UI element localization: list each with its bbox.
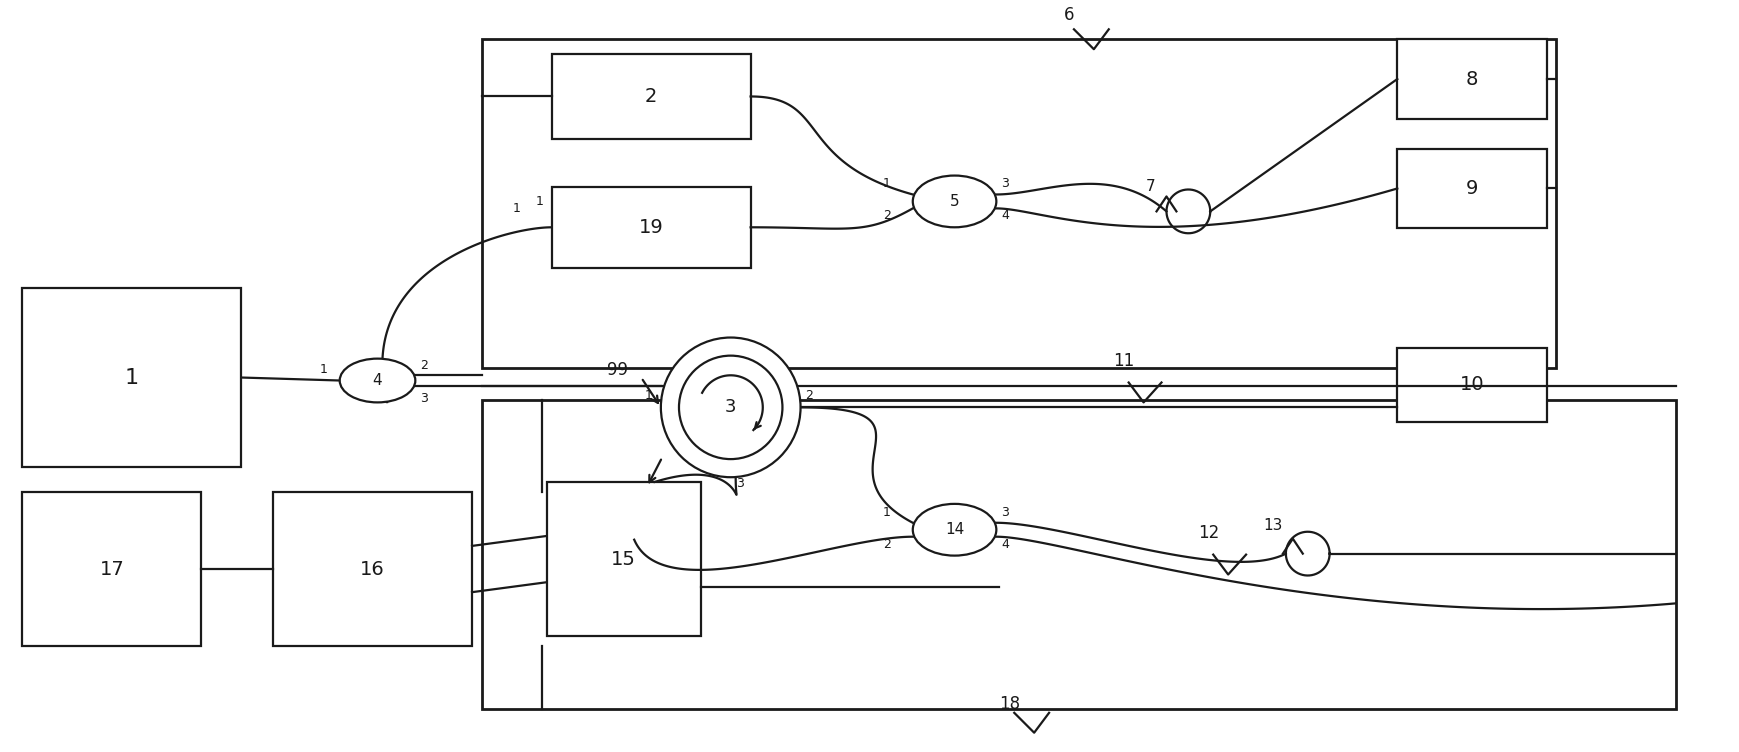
Text: 15: 15: [612, 550, 636, 569]
Text: 10: 10: [1459, 375, 1483, 395]
Ellipse shape: [913, 175, 996, 227]
Text: 4: 4: [1002, 538, 1009, 550]
Text: 3: 3: [725, 399, 736, 417]
Text: 1: 1: [513, 202, 520, 215]
Text: 1: 1: [645, 390, 652, 402]
Text: 1: 1: [536, 196, 544, 208]
Bar: [482, 400, 1676, 709]
Bar: [551, 186, 751, 268]
Ellipse shape: [678, 356, 783, 459]
Text: 16: 16: [360, 559, 384, 578]
Bar: [482, 39, 1556, 368]
Bar: [1398, 149, 1546, 229]
Text: 2: 2: [883, 209, 890, 223]
Text: 17: 17: [99, 559, 123, 578]
Bar: [273, 492, 471, 646]
Bar: [23, 492, 202, 646]
Text: 1: 1: [125, 368, 139, 387]
Text: 11: 11: [1113, 352, 1134, 369]
Text: 5: 5: [949, 194, 960, 209]
Bar: [551, 54, 751, 139]
Text: 19: 19: [638, 218, 664, 237]
Text: 14: 14: [944, 522, 963, 537]
Text: 3: 3: [1002, 177, 1009, 190]
Text: 12: 12: [1198, 523, 1219, 541]
Text: 3: 3: [736, 478, 744, 490]
Text: 18: 18: [998, 695, 1019, 713]
Text: 4: 4: [1002, 209, 1009, 223]
Text: 3: 3: [421, 393, 428, 405]
Bar: [546, 482, 701, 636]
Text: 13: 13: [1263, 518, 1283, 533]
Ellipse shape: [339, 359, 416, 402]
Text: 4: 4: [372, 373, 383, 388]
Text: 7: 7: [1146, 179, 1155, 194]
Ellipse shape: [661, 338, 800, 478]
Text: 1: 1: [320, 362, 327, 375]
Bar: [1398, 39, 1546, 119]
Text: 8: 8: [1466, 69, 1478, 89]
Text: 9: 9: [1466, 179, 1478, 198]
Ellipse shape: [913, 504, 996, 556]
Text: 99: 99: [607, 360, 628, 378]
Bar: [1398, 347, 1546, 423]
Text: 2: 2: [645, 87, 657, 106]
Text: 2: 2: [421, 359, 428, 371]
Text: 1: 1: [883, 506, 890, 519]
Text: 2: 2: [883, 538, 890, 550]
Bar: [23, 288, 242, 467]
Text: 6: 6: [1064, 6, 1075, 24]
Text: 2: 2: [805, 390, 814, 402]
Text: 3: 3: [1002, 506, 1009, 519]
Text: 1: 1: [883, 177, 890, 190]
